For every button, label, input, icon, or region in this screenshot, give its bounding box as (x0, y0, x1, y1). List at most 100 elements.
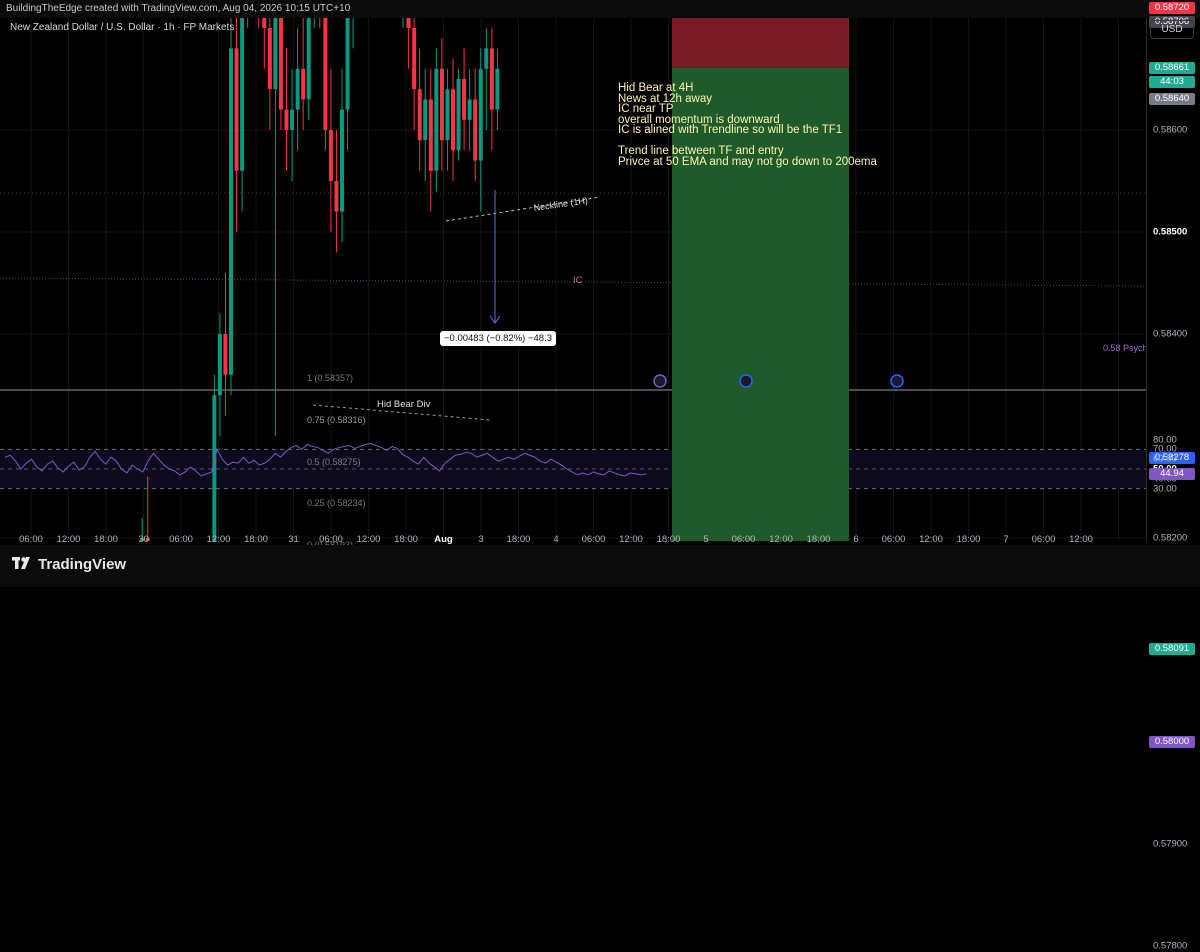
candle-body (417, 89, 422, 141)
fib-level-label: 0.5 (0.58275) (307, 456, 361, 467)
neckline-line (445, 196, 601, 222)
measure-tooltip[interactable]: −0.00483 (−0.82%) −48.3 (440, 331, 556, 346)
rsi-label: 70.00 (1153, 443, 1177, 455)
candle-body (445, 89, 450, 141)
time-label: 12:00 (919, 534, 943, 545)
time-label: 31 (288, 534, 299, 545)
currency-button[interactable]: USD (1150, 20, 1194, 39)
candle-body (412, 28, 417, 90)
time-label: 18:00 (244, 534, 268, 545)
price-tag: 44:03 (1149, 76, 1195, 89)
candle-body (462, 79, 467, 120)
price-tag: 0.58706 (1149, 15, 1195, 28)
time-label: 18:00 (656, 534, 681, 545)
time-label: 18:00 (94, 534, 118, 545)
logo-text: TradingView (38, 556, 127, 573)
time-label: 18:00 (394, 534, 418, 545)
flash-event-icon (653, 374, 667, 388)
price-label: 0.57800 (1153, 940, 1188, 952)
candle-body (478, 68, 483, 161)
time-label: 5 (703, 534, 709, 545)
candle-body (273, 0, 278, 90)
time-label: Aug (434, 534, 453, 545)
candle-body (223, 334, 228, 375)
price-tag: 0.58091 (1149, 643, 1195, 656)
candle-body (423, 99, 428, 141)
time-label: 12:00 (56, 534, 81, 545)
candle-body (295, 68, 300, 110)
candle-body (229, 48, 233, 375)
time-label: 7 (1003, 534, 1009, 545)
time-label: 12:00 (619, 534, 643, 545)
us-flag-event-icon (890, 374, 904, 388)
candle-body (467, 99, 472, 120)
candle-body (451, 89, 455, 151)
candle-body (284, 109, 289, 130)
price-label: 0.58200 (1153, 532, 1188, 544)
time-label: 06:00 (881, 534, 906, 545)
candle-body (306, 0, 311, 100)
time-label: 06:00 (169, 534, 193, 545)
footer-bar (0, 545, 1200, 587)
time-label: 06:00 (319, 534, 343, 545)
time-label: 12:00 (769, 534, 793, 545)
candle-body (456, 79, 461, 151)
fib-level-label: 1 (0.58357) (307, 372, 354, 383)
candle-body (267, 28, 272, 90)
divergence-label: Hid Bear Div (377, 399, 431, 410)
price-tag: 0.58000 (1149, 736, 1195, 748)
symbol-title: New Zealand Dollar / U.S. Dollar · 1h · … (10, 22, 235, 33)
time-label: 3 (478, 534, 484, 545)
candle-body (234, 48, 239, 171)
tradingview-logo-icon (12, 557, 30, 569)
fib-level-label: 0.25 (0.58234) (307, 498, 366, 509)
price-label: 0.58500 (1153, 226, 1188, 238)
time-label: 06:00 (1031, 534, 1056, 545)
candle-body (334, 181, 339, 212)
candle-body (473, 99, 478, 161)
candle-body (439, 68, 444, 141)
candle-body (212, 395, 217, 579)
price-tag: 0.58278 (1149, 452, 1195, 465)
time-label: 18:00 (956, 534, 981, 545)
attribution-text: BuildingTheEdge created with TradingView… (6, 3, 351, 14)
chart-canvas[interactable] (0, 0, 1147, 952)
candle-body (489, 48, 494, 110)
price-label: 0.58600 (1153, 124, 1188, 136)
price-tag: 0.58720 (1149, 1, 1195, 14)
price-tag: 0.58661 (1149, 61, 1195, 74)
time-label: 12:00 (206, 534, 231, 545)
candle-body (323, 7, 328, 131)
time-label: 06:00 (581, 534, 606, 545)
trade-notes[interactable]: Hid Bear at 4H News at 12h away IC near … (618, 82, 877, 168)
time-label: 12:00 (356, 534, 381, 545)
fib-level-label: 0.75 (0.58316) (307, 414, 366, 425)
rsi-line (4, 443, 647, 477)
time-label: 06:00 (19, 534, 43, 545)
tradingview-logo[interactable]: TradingView (12, 556, 126, 573)
candle-body (328, 130, 333, 181)
price-label: 0.58400 (1153, 328, 1188, 340)
price-tag: 0.58640 (1149, 93, 1195, 106)
attribution-bar: BuildingTheEdge created with TradingView… (0, 0, 1200, 18)
time-label: 18:00 (806, 534, 831, 545)
time-label: 18:00 (506, 534, 531, 545)
time-label: 6 (853, 534, 859, 545)
candle-body (301, 68, 306, 100)
candle-body (262, 7, 267, 28)
candle-body (434, 68, 439, 171)
candle-body (428, 99, 433, 171)
time-label: 06:00 (731, 534, 756, 545)
candle-body (484, 48, 489, 69)
rsi-label: 80.00 (1153, 434, 1177, 446)
ic-trend-line (0, 277, 1147, 287)
measure-arrow-head (489, 315, 501, 324)
candle-body (345, 7, 350, 110)
candle-body (495, 68, 500, 110)
rsi-value-tag: 44.94 (1149, 467, 1195, 480)
price-scale[interactable]: 0.593000.592000.591000.590000.589000.588… (1146, 1, 1200, 952)
candle-body (290, 109, 295, 130)
stop-loss-zone (672, 7, 849, 68)
candle-body (406, 0, 411, 28)
time-label: 4 (553, 534, 559, 545)
